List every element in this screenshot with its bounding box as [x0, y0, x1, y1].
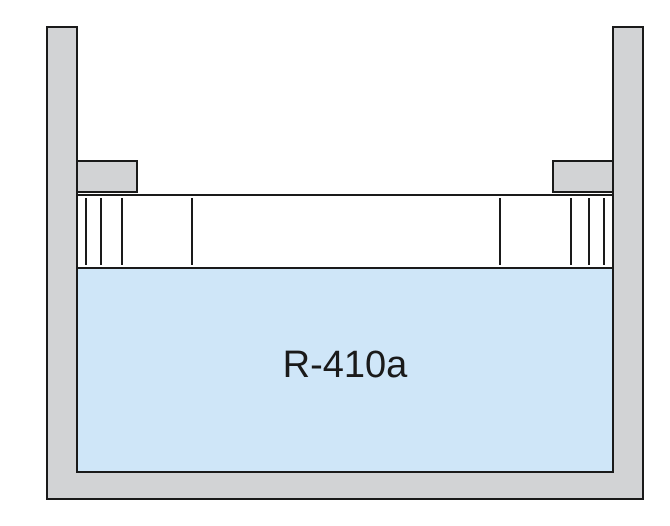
fluid-label: R-410a [283, 344, 408, 386]
refrigerant-fluid [76, 267, 614, 473]
right-stop [552, 160, 614, 193]
piston-body [76, 194, 614, 269]
piston [76, 194, 614, 269]
left-stop [76, 160, 138, 193]
